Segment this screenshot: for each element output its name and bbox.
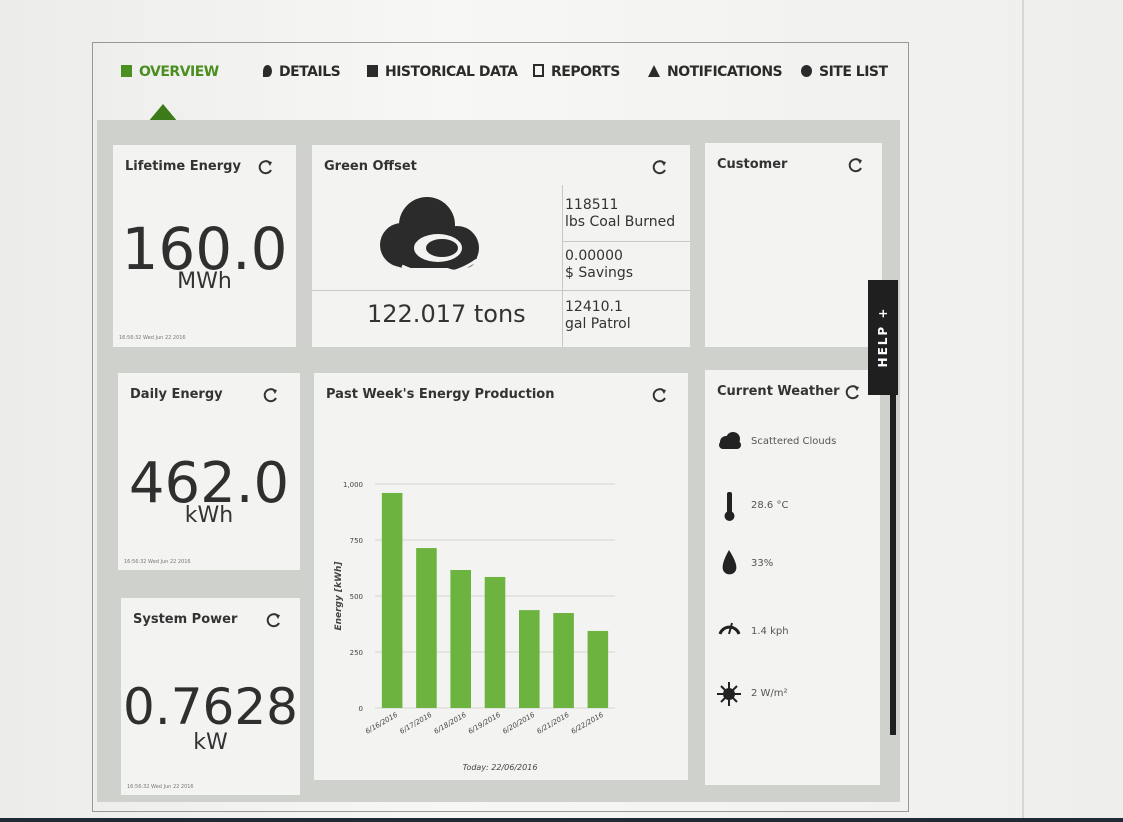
refresh-button[interactable] — [263, 387, 279, 403]
nav-tab[interactable]: OVERVIEW — [121, 64, 219, 80]
timestamp: 16:56:32 Wed Jun 22 2016 — [119, 335, 186, 341]
x-tick-label: 6/20/2016 — [501, 711, 537, 736]
system-power-widget: System Power 0.7628 kW 16:56:32 Wed Jun … — [121, 598, 300, 795]
lifetime-energy-widget: Lifetime Energy 160.0 MWh 16:56:32 Wed J… — [113, 145, 296, 347]
nav-tab[interactable]: NOTIFICATIONS — [648, 64, 782, 80]
customer-widget: Customer — [705, 143, 882, 347]
monitor-bezel — [0, 818, 1123, 822]
offset-value: 118511 — [565, 197, 675, 214]
x-axis-label: Today: 22/06/2016 — [463, 763, 538, 772]
divider — [563, 290, 690, 291]
offset-value: 12410.1 — [565, 299, 631, 316]
x-tick-label: 6/16/2016 — [364, 711, 400, 736]
bar — [450, 570, 471, 708]
bar — [485, 577, 506, 708]
offset-label: $ Savings — [565, 265, 633, 282]
nav-label[interactable]: REPORTS — [551, 64, 620, 80]
bar-chart: 0 250 500 750 1,000 Energy [kWh] Today: 22/06/… — [314, 373, 688, 780]
y-tick-label: 0 — [359, 705, 363, 713]
timestamp: 16:56:32 Wed Jun 22 2016 — [124, 559, 191, 565]
widget-unit: kWh — [118, 503, 300, 528]
weather-item: Scattered Clouds — [751, 436, 836, 447]
widget-unit: kW — [121, 730, 300, 755]
weather-item: 1.4 kph — [751, 626, 789, 637]
refresh-button[interactable] — [258, 159, 274, 175]
widget-unit: MWh — [113, 269, 296, 294]
screen-edge — [1022, 0, 1024, 822]
nav-tab[interactable]: REPORTS — [533, 64, 620, 80]
daily-energy-widget: Daily Energy 462.0 kWh 16:56:32 Wed Jun … — [118, 373, 300, 570]
divider — [562, 185, 563, 347]
bar — [588, 631, 609, 708]
nav-tab[interactable]: SITE LIST — [801, 64, 888, 80]
y-tick-label: 750 — [350, 537, 363, 545]
nav-tab[interactable]: HISTORICAL DATA — [367, 64, 518, 80]
refresh-button[interactable] — [266, 612, 282, 628]
nav-label[interactable]: SITE LIST — [819, 64, 888, 80]
y-tick-label: 250 — [350, 649, 363, 657]
weather-item: 28.6 °C — [751, 500, 788, 511]
widget-title: Daily Energy — [130, 387, 223, 402]
nav-label[interactable]: OVERVIEW — [139, 64, 219, 80]
nav-label[interactable]: NOTIFICATIONS — [667, 64, 782, 80]
x-tick-label: 6/19/2016 — [467, 711, 503, 736]
weather-icons — [717, 430, 743, 710]
screen-photo: OVERVIEW DETAILS HISTORICAL DATA REPORTS… — [0, 0, 1123, 822]
divider — [312, 290, 562, 291]
help-bar — [890, 395, 896, 735]
help-label[interactable]: HELP + — [876, 292, 890, 382]
y-tick-label: 1,000 — [343, 481, 363, 489]
refresh-button[interactable] — [845, 384, 861, 400]
bar — [382, 493, 403, 708]
bar — [519, 610, 540, 708]
widget-title: System Power — [133, 612, 237, 627]
x-tick-label: 6/17/2016 — [398, 711, 434, 736]
widget-title: Lifetime Energy — [125, 159, 241, 174]
y-axis-label: Energy [kWh] — [334, 561, 344, 631]
offset-item: 0.00000$ Savings — [565, 248, 633, 282]
co2-cloud-icon — [372, 190, 492, 285]
offset-value: 0.00000 — [565, 248, 633, 265]
help-tab[interactable]: HELP + — [868, 280, 898, 395]
weather-widget: Current Weather Scattered Clouds 28.6 °C… — [705, 370, 880, 785]
weather-item: 2 W/m² — [751, 688, 788, 699]
offset-total: 122.017 tons — [367, 300, 526, 328]
offset-label: lbs Coal Burned — [565, 214, 675, 231]
widget-title: Customer — [717, 157, 787, 172]
y-tick-label: 500 — [350, 593, 363, 601]
divider — [563, 241, 690, 242]
nav-label[interactable]: DETAILS — [279, 64, 340, 80]
x-tick-label: 6/18/2016 — [433, 711, 469, 736]
refresh-button[interactable] — [652, 159, 668, 175]
x-tick-label: 6/21/2016 — [535, 711, 571, 736]
widget-title: Green Offset — [324, 159, 417, 174]
weather-item: 33% — [751, 558, 773, 569]
bar — [553, 613, 574, 708]
widget-title: Current Weather — [717, 384, 840, 399]
widget-value: 0.7628 — [121, 678, 300, 736]
offset-label: gal Patrol — [565, 316, 631, 333]
timestamp: 16:56:32 Wed Jun 22 2016 — [127, 784, 194, 790]
bar — [416, 548, 437, 708]
nav-tab[interactable]: DETAILS — [263, 64, 340, 80]
nav-label[interactable]: HISTORICAL DATA — [385, 64, 518, 80]
x-tick-label: 6/22/2016 — [570, 711, 606, 736]
refresh-button[interactable] — [848, 157, 864, 173]
